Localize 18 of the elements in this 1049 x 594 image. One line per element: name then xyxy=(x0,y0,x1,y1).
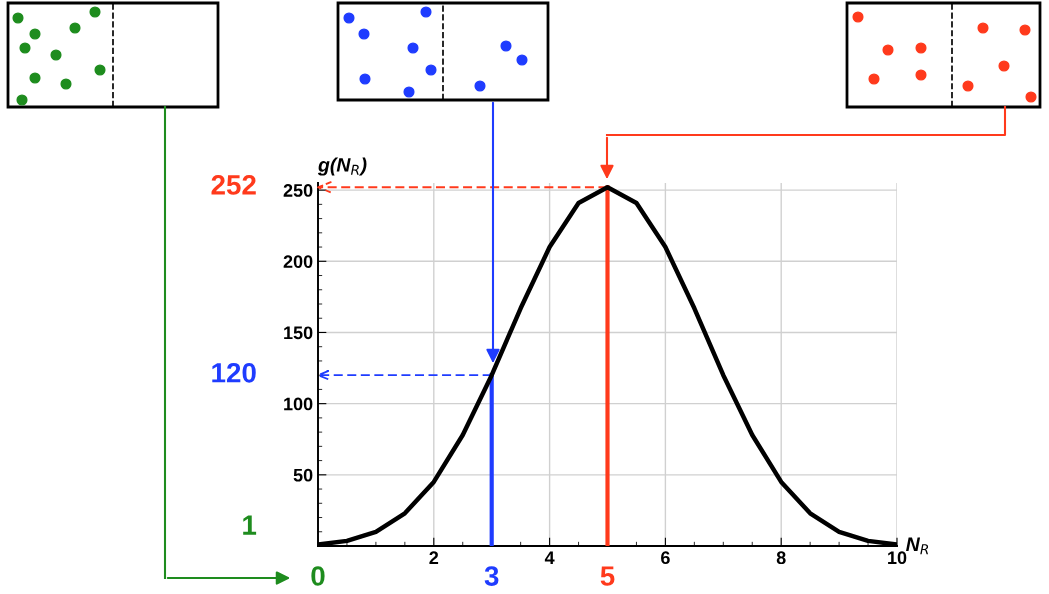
y-tick-label: 150 xyxy=(284,326,313,340)
y-tick-label: 50 xyxy=(293,468,313,482)
x-axis-title: N$_{R}$ xyxy=(906,537,929,555)
x-tick-label: 10 xyxy=(888,551,907,565)
ref-line-label: 3 xyxy=(484,566,499,586)
x-tick-label: 2 xyxy=(429,551,439,564)
ref-line-label: 252 xyxy=(211,175,256,195)
y-axis-title: g(N$_{R}$) xyxy=(317,157,367,176)
y-tick-label: 200 xyxy=(283,255,313,269)
x-tick-label: 8 xyxy=(776,551,786,565)
y-tick-label: 100 xyxy=(284,397,313,411)
x-tick-label: 6 xyxy=(661,551,670,565)
text: 1 xyxy=(243,515,257,535)
ref-line-label: 5 xyxy=(600,566,615,586)
text: 0 xyxy=(311,566,325,586)
ref-line-label: 120 xyxy=(212,362,256,383)
y-tick-label: 250 xyxy=(283,184,313,197)
x-tick-label: 4 xyxy=(544,551,555,564)
